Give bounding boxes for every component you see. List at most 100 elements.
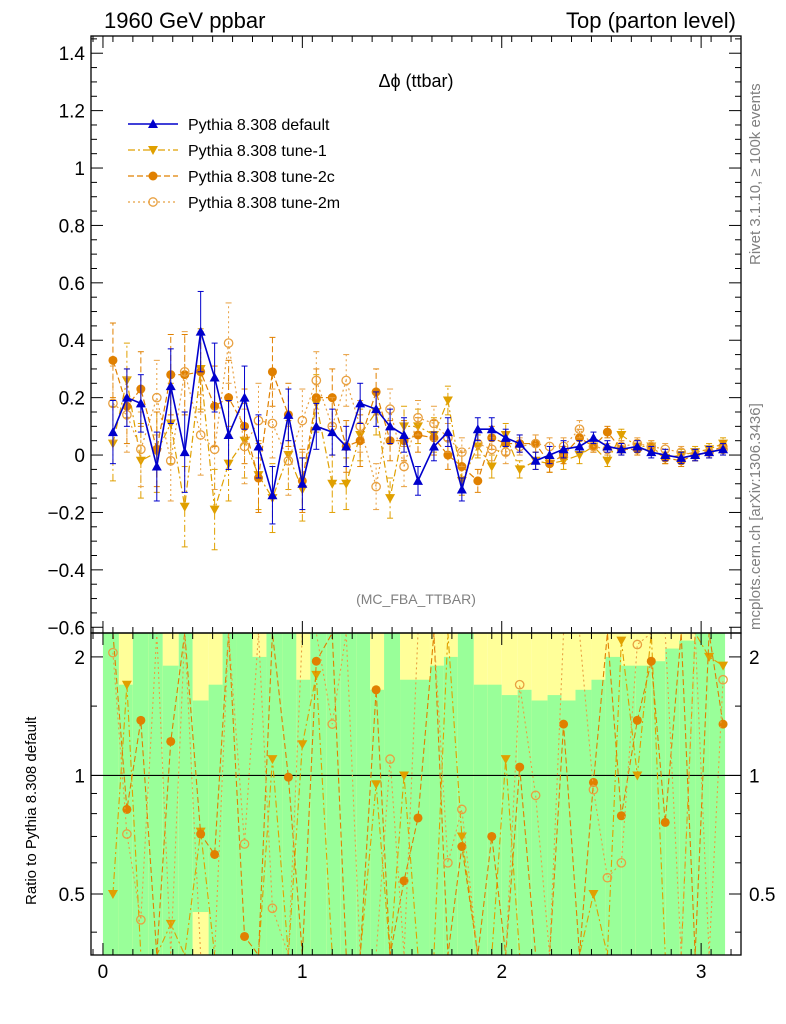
data-point [544,450,555,460]
ratio-band-inner [531,700,548,955]
data-point [514,438,525,448]
data-point [690,450,701,460]
ratio-tick-label-right: 0.5 [749,885,775,906]
data-point [223,338,234,348]
ratio-point [136,715,146,725]
ratio-band-inner [370,689,385,955]
data-point [165,381,176,391]
data-point [442,396,453,406]
data-point [413,412,423,423]
ratio-y-axis-label: Ratio to Pythia 8.308 default [23,716,40,905]
data-point [616,444,627,454]
data-point [500,447,511,458]
ratio-band-inner [148,633,163,955]
ratio-point [122,804,132,814]
ratio-band-inner [162,665,179,955]
ratio-tick-label: 2 [74,648,85,669]
ratio-band-inner [621,665,636,955]
data-point [660,450,671,460]
data-point [399,429,410,439]
data-point [311,375,322,386]
ratio-band-inner [208,684,223,955]
y-tick-label: 1.2 [59,102,85,123]
ratio-point [371,685,381,695]
x-tick-label: 0 [98,962,109,983]
ratio-point [616,857,627,868]
ratio-point [239,839,250,849]
ratio-point [530,790,541,801]
ratio-point [399,771,410,781]
data-point [341,441,352,451]
ratio-point [443,857,453,868]
legend-label: Pythia 8.308 default [188,117,330,134]
data-point [341,479,352,489]
ratio-band-inner [356,633,371,955]
data-point [239,392,250,402]
data-point [676,452,687,462]
ratio-point [457,842,467,852]
data-point [209,372,220,382]
data-point [412,475,423,485]
y-tick-label: 1.4 [59,44,86,65]
y-tick-label: 0.2 [59,389,85,410]
data-point [632,441,643,451]
ratio-band-inner [384,633,401,955]
data-point [297,478,308,488]
legend-marker [148,146,158,155]
data-point [718,444,729,454]
ratio-point [166,736,176,746]
ratio-band-inner [102,633,119,955]
y-tick-label: −0.2 [47,503,85,524]
data-point [209,505,220,515]
data-point [530,438,541,449]
header-left: 1960 GeV ppbar [104,8,265,33]
data-point [399,461,409,472]
data-point [371,404,382,414]
data-point [327,427,338,437]
ratio-band-inner [473,684,488,955]
ratio-series-line [112,633,724,955]
data-point [574,451,585,461]
data-point [195,430,206,440]
data-point [588,432,599,442]
ratio-point [165,919,176,929]
ratio-point [515,762,525,772]
data-point [267,418,278,429]
ratio-band-inner [575,689,592,955]
axis-ticks: −0.6 −0.4 −0.2 0 0.2 0.4 0.6 0.8 1 1.2 1.4 0.5 0.5 1 1… [47,36,775,983]
ratio-band-inner [222,633,237,955]
main-series [107,290,729,551]
data-point [239,441,250,452]
rivet-label: Rivet 3.1.10, ≥ 100k events [747,83,764,265]
data-point [135,444,146,455]
ratio-band-inner [326,633,341,955]
data-point [297,415,308,426]
data-point [341,375,352,386]
data-point [283,455,294,466]
data-point [179,366,190,377]
data-point [486,424,497,434]
ratio-band-inner [132,633,149,955]
data-point [602,456,613,466]
ratio-point [311,670,322,680]
ratio-band-inner [635,665,652,955]
ratio-band-inner [457,633,474,955]
y-tick-label: 0.4 [59,331,86,352]
ratio-band-inner [665,648,680,955]
data-point [371,481,381,492]
legend-marker [148,197,158,207]
ratio-band-inner [282,633,297,955]
data-point [473,476,483,486]
ratio-point [385,754,395,765]
data-point [283,451,294,461]
data-point [311,421,322,431]
data-point [385,494,396,504]
ratio-point [413,813,423,823]
legend-marker [148,119,158,128]
data-point [253,441,264,451]
data-point [602,441,613,451]
ratio-tick-label: 0.5 [59,885,85,906]
ratio-band-inner [178,633,193,955]
ratio-band-inner [266,633,283,955]
